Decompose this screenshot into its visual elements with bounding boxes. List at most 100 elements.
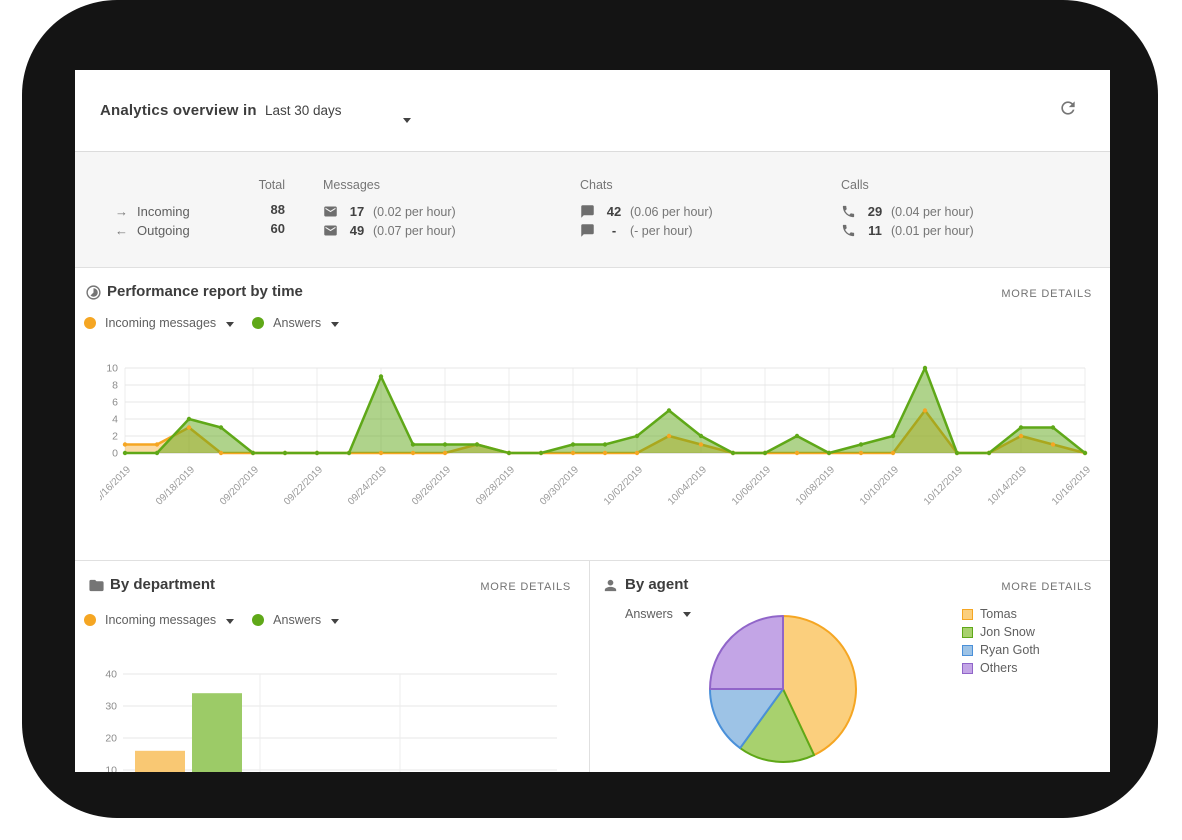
incoming-arrow-icon: →: [115, 204, 128, 219]
chats-header: Chats: [580, 178, 613, 192]
svg-text:8: 8: [112, 380, 118, 392]
incoming-chats-stat: 42 (0.06 per hour): [580, 202, 713, 221]
svg-text:10/06/2019: 10/06/2019: [730, 464, 773, 507]
svg-text:10: 10: [105, 765, 117, 773]
agent-metric-filter[interactable]: Answers: [625, 607, 691, 621]
svg-text:09/24/2019: 09/24/2019: [346, 464, 389, 507]
department-title: By department: [110, 576, 216, 593]
agent-pie-chart: [709, 615, 857, 763]
svg-text:0: 0: [112, 448, 118, 460]
outgoing-calls-stat: 11 (0.01 per hour): [841, 221, 974, 240]
incoming-messages-dot: [84, 614, 96, 626]
summary-calls-column: Calls 29 (0.04 per hour) 11 (0.01 per ho…: [841, 178, 974, 240]
summary-strip: → Incoming ← Outgoing Total 88 60 Messag…: [75, 152, 1110, 268]
by-department-panel: By department MORE DETAILS Incoming mess…: [75, 561, 590, 772]
mail-icon: [323, 223, 338, 238]
svg-text:09/22/2019: 09/22/2019: [282, 464, 325, 507]
svg-text:10: 10: [106, 363, 118, 375]
svg-text:09/16/2019: 09/16/2019: [100, 464, 133, 507]
svg-text:09/30/2019: 09/30/2019: [538, 464, 581, 507]
outgoing-row-label: ← Outgoing: [115, 223, 190, 238]
by-agent-panel: By agent MORE DETAILS Answers Tomas Jon …: [590, 561, 1110, 772]
outgoing-messages-stat: 49 (0.07 per hour): [323, 221, 456, 240]
Incoming messages-bar: [135, 750, 185, 772]
legend-item-jon-snow: Jon Snow: [962, 623, 1040, 641]
incoming-calls-stat: 29 (0.04 per hour): [841, 202, 974, 221]
svg-text:09/18/2019: 09/18/2019: [154, 464, 197, 507]
caret-down-icon: [403, 118, 411, 123]
jon-snow-swatch: [962, 626, 973, 638]
pie-slice-Tomas: [782, 615, 857, 757]
caret-down-icon: [331, 322, 340, 327]
caret-down-icon: [226, 619, 235, 624]
svg-text:10/12/2019: 10/12/2019: [922, 464, 965, 507]
svg-text:40: 40: [105, 669, 117, 681]
performance-title: Performance report by time: [107, 283, 303, 300]
performance-legend: Incoming messages Answers: [84, 316, 357, 330]
agent-legend: Tomas Jon Snow Ryan Goth Others: [962, 605, 1040, 677]
outgoing-total: 60: [270, 221, 285, 236]
svg-text:09/26/2019: 09/26/2019: [410, 464, 453, 507]
svg-text:10/10/2019: 10/10/2019: [858, 464, 901, 507]
refresh-button[interactable]: [1058, 98, 1078, 118]
phone-icon: [841, 223, 856, 238]
messages-header: Messages: [323, 178, 380, 192]
svg-text:6: 6: [112, 397, 118, 409]
svg-text:10/04/2019: 10/04/2019: [666, 464, 709, 507]
chart-grid: 0 2 4 6 8 10: [106, 363, 1086, 460]
header: Analytics overview in Last 30 days: [75, 70, 1110, 152]
ryan-goth-swatch: [962, 644, 973, 656]
department-bar-chart: 10 20 30 40: [105, 669, 557, 773]
svg-text:10/02/2019: 10/02/2019: [602, 464, 645, 507]
svg-text:09/20/2019: 09/20/2019: [218, 464, 261, 507]
svg-text:30: 30: [105, 701, 117, 713]
incoming-row-label: → Incoming: [115, 204, 190, 219]
incoming-messages-stat: 17 (0.02 per hour): [323, 202, 456, 221]
incoming-total: 88: [270, 202, 285, 217]
caret-down-icon: [331, 619, 340, 624]
caret-down-icon: [226, 322, 235, 327]
dashboard-screen: Analytics overview in Last 30 days → Inc…: [75, 70, 1110, 772]
answers-filter[interactable]: Answers: [252, 613, 340, 627]
date-range-caret[interactable]: [403, 110, 411, 128]
chat-icon: [580, 204, 595, 219]
time-icon: [85, 284, 102, 301]
svg-text:2: 2: [112, 431, 118, 443]
others-swatch: [962, 662, 973, 674]
summary-messages-column: Messages 17 (0.02 per hour) 49 (0.07 per…: [323, 178, 456, 240]
folder-icon: [88, 577, 105, 594]
performance-more-details-link[interactable]: MORE DETAILS: [1001, 288, 1092, 300]
caret-down-icon: [682, 611, 691, 617]
date-range-select[interactable]: Last 30 days: [265, 103, 342, 118]
legend-item-tomas: Tomas: [962, 605, 1040, 623]
svg-text:20: 20: [105, 733, 117, 745]
department-more-details-link[interactable]: MORE DETAILS: [480, 581, 571, 593]
answers-filter[interactable]: Answers: [252, 316, 340, 330]
legend-item-ryan-goth: Ryan Goth: [962, 641, 1040, 659]
summary-total-column: Total 88 60: [205, 178, 285, 240]
pie-slice-Others: [709, 615, 784, 690]
svg-text:10/14/2019: 10/14/2019: [986, 464, 1029, 507]
summary-direction-column: → Incoming ← Outgoing: [115, 178, 190, 240]
mail-icon: [323, 204, 338, 219]
agent-title: By agent: [625, 576, 689, 593]
pie-slice-Ryan Goth: [709, 688, 784, 750]
incoming-messages-filter[interactable]: Incoming messages: [84, 613, 235, 627]
phone-icon: [841, 204, 856, 219]
svg-text:10/08/2019: 10/08/2019: [794, 464, 837, 507]
refresh-icon: [1061, 101, 1075, 115]
answers-dot: [252, 614, 265, 626]
total-header: Total: [258, 178, 285, 192]
legend-item-others: Others: [962, 659, 1040, 677]
Answers-bar: [192, 693, 242, 772]
department-legend: Incoming messages Answers: [84, 613, 357, 627]
incoming-messages-filter[interactable]: Incoming messages: [84, 316, 235, 330]
agent-more-details-link[interactable]: MORE DETAILS: [1001, 581, 1092, 593]
person-icon: [602, 577, 619, 594]
pie-slice-Jon Snow: [739, 688, 816, 763]
Answers-area: [125, 368, 1085, 453]
svg-text:09/28/2019: 09/28/2019: [474, 464, 517, 507]
page-title: Analytics overview in: [100, 102, 257, 119]
